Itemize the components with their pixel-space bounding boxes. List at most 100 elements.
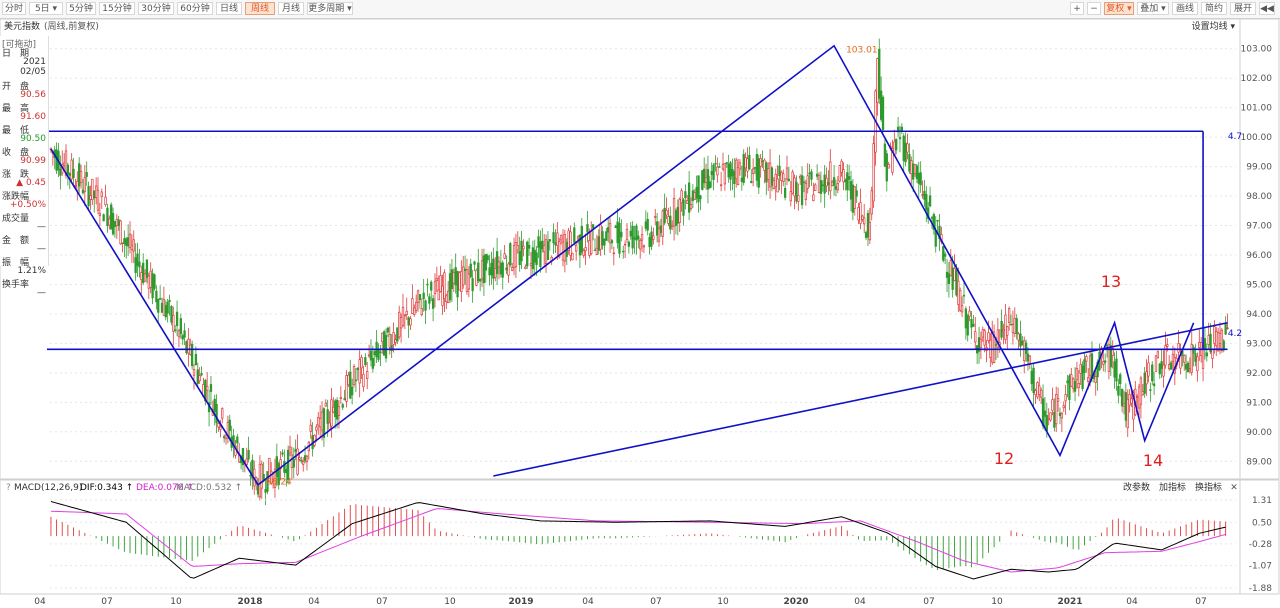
candle-body [260, 463, 263, 489]
candle [687, 170, 691, 221]
candle [1128, 389, 1131, 413]
candle [699, 194, 702, 211]
candle [655, 213, 659, 243]
candle-body [1201, 348, 1205, 369]
candle-body [782, 173, 785, 182]
candle-body [904, 142, 907, 163]
candle-body [667, 216, 670, 224]
candle [407, 316, 410, 338]
candle [767, 162, 770, 191]
candle [463, 255, 467, 285]
candle-body [546, 241, 550, 261]
macd-action-1[interactable]: 加指标 [1159, 481, 1186, 493]
candle-body [1073, 380, 1077, 392]
tool-button-7[interactable]: ◀◀ [1259, 2, 1275, 15]
period-tab-8[interactable]: 月线 [278, 2, 304, 15]
candle-body [751, 168, 755, 174]
candle [804, 179, 807, 206]
candle [928, 186, 932, 208]
candle-body [1068, 375, 1071, 401]
candle-body [1077, 382, 1080, 389]
candle-body [62, 162, 66, 166]
candle-body [902, 135, 905, 161]
candle [1028, 355, 1032, 370]
tool-button-0[interactable]: + [1070, 2, 1084, 15]
candle [217, 421, 220, 432]
macd-action-0[interactable]: 改参数 [1123, 481, 1150, 493]
candle [750, 169, 753, 184]
tool-button-2[interactable]: 复权 ▾ [1104, 2, 1134, 15]
macd-action-2[interactable]: 换指标 [1195, 481, 1222, 493]
candle-body [479, 278, 482, 282]
tool-button-5[interactable]: 简约 [1201, 2, 1227, 15]
candle-body [1194, 353, 1197, 362]
tool-button-4[interactable]: 画线 [1172, 2, 1198, 15]
candle [1060, 411, 1064, 432]
x-tick-label: 2020 [783, 597, 808, 607]
candle [61, 150, 64, 176]
candle-body [1158, 363, 1161, 375]
ma-settings-button[interactable]: 设置均线 ▾ [1192, 20, 1236, 32]
candle [91, 178, 94, 206]
period-tab-6[interactable]: 日线 [216, 2, 242, 15]
tool-button-3[interactable]: 叠加 ▾ [1137, 2, 1169, 15]
candle [302, 457, 305, 472]
candle [401, 293, 405, 328]
tool-button-1[interactable]: − [1087, 2, 1101, 15]
candle-body [704, 177, 708, 183]
candle [373, 350, 376, 367]
candle-body [349, 371, 352, 399]
candle [776, 165, 779, 193]
macd-help-icon[interactable]: ? [6, 483, 11, 493]
drag-tag: [可拖动] [2, 40, 37, 50]
candle [861, 214, 864, 222]
candle [290, 446, 294, 480]
trend-line-line[interactable] [493, 321, 1228, 477]
period-tab-1[interactable]: 5日 ▾ [29, 2, 63, 15]
candle-body [111, 213, 115, 235]
candle-body [590, 230, 593, 255]
candle-body [445, 295, 448, 302]
y-tick-label: 98.00 [1246, 192, 1272, 202]
candle [872, 135, 875, 208]
macd-close-icon[interactable]: ✕ [1230, 483, 1238, 493]
candle-body [1004, 314, 1007, 340]
candle [405, 297, 408, 320]
candle-body [529, 263, 533, 266]
candle [640, 226, 644, 252]
candle [778, 155, 781, 191]
tool-button-6[interactable]: 展开 [1230, 2, 1256, 15]
candle-body [633, 237, 636, 240]
period-tab-3[interactable]: 15分钟 [99, 2, 135, 15]
candle [827, 170, 830, 196]
zigzag-line[interactable] [50, 44, 1195, 487]
period-tab-2[interactable]: 5分钟 [66, 2, 96, 15]
candle [863, 204, 866, 234]
candle [450, 259, 454, 303]
candle [345, 370, 348, 408]
candle-body [563, 234, 567, 262]
candle [1008, 306, 1011, 331]
macd-dif-value: DIF:0.343 ↑ [80, 483, 133, 493]
candle-body [823, 174, 826, 194]
info-panel[interactable]: [可拖动] 日 期 2021 02/05 开 盘 90.56 最 高 91.60 最 低 90… [0, 36, 49, 298]
candle [177, 328, 181, 348]
candle [665, 197, 668, 219]
candle [876, 57, 879, 116]
candle [733, 157, 736, 198]
period-tab-5[interactable]: 60分钟 [177, 2, 213, 15]
period-tab-4[interactable]: 30分钟 [138, 2, 174, 15]
candle [1081, 361, 1084, 392]
candle [908, 143, 911, 174]
period-tab-7[interactable]: 周线 [245, 2, 275, 15]
candle-body [399, 317, 403, 329]
period-tab-0[interactable]: 分时 [2, 2, 26, 15]
period-tab-9[interactable]: 更多周期 ▾ [307, 2, 353, 15]
candle [885, 149, 888, 192]
candle [554, 229, 557, 254]
candle-body [394, 339, 397, 343]
candle [582, 248, 585, 259]
candle-body [879, 90, 883, 120]
candle [473, 260, 476, 272]
